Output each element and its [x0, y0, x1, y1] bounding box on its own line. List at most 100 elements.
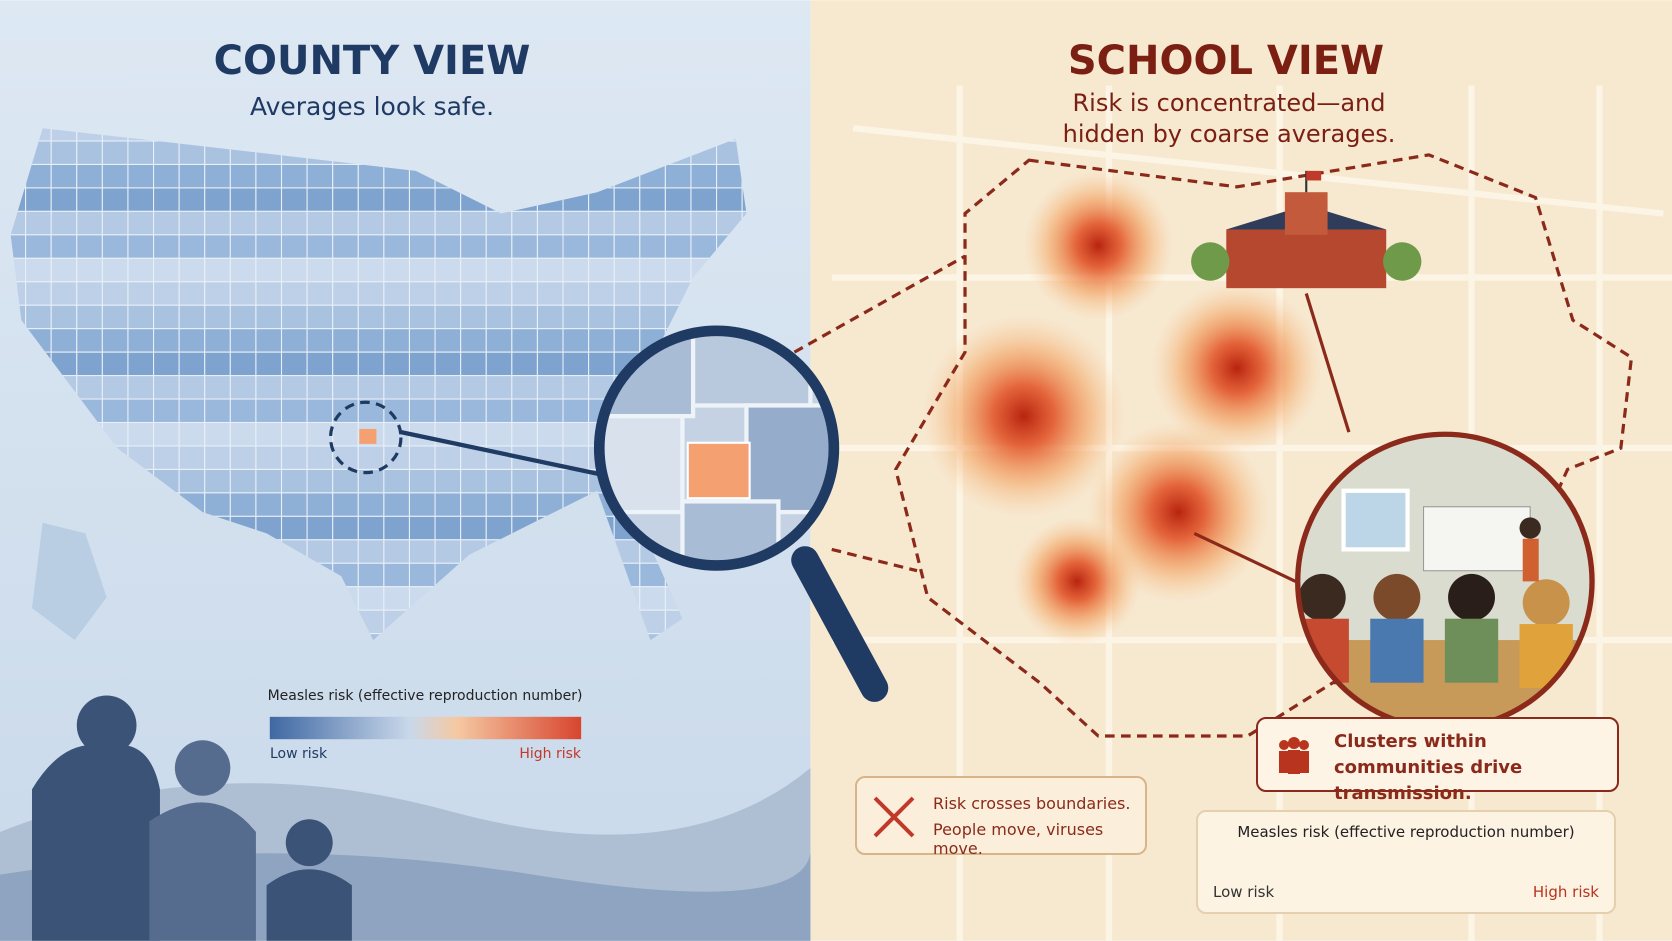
county	[306, 445, 334, 470]
subtitle: Averages look safe.	[249, 92, 495, 121]
county	[332, 304, 359, 330]
county	[460, 351, 487, 377]
county	[460, 492, 487, 517]
county	[485, 421, 513, 447]
county	[280, 281, 308, 306]
county	[306, 210, 334, 236]
county	[50, 210, 78, 236]
county	[255, 328, 283, 353]
county	[25, 234, 52, 259]
county	[613, 187, 641, 212]
county	[408, 328, 436, 353]
county	[178, 421, 206, 447]
county	[25, 187, 52, 212]
county	[280, 515, 308, 541]
county	[664, 257, 692, 283]
county	[178, 210, 206, 236]
county	[153, 351, 180, 377]
county	[127, 140, 155, 165]
county	[229, 234, 257, 259]
county	[664, 187, 692, 212]
county	[408, 210, 436, 236]
county	[306, 515, 334, 541]
county	[101, 281, 129, 306]
county	[280, 398, 308, 424]
county	[383, 375, 411, 400]
county	[408, 515, 436, 541]
county	[178, 398, 206, 424]
county	[153, 328, 180, 353]
county	[434, 539, 462, 564]
county	[332, 210, 359, 236]
county	[332, 328, 359, 353]
county	[153, 304, 180, 330]
county	[562, 257, 590, 283]
county	[153, 398, 180, 424]
county	[306, 234, 334, 259]
county	[408, 562, 436, 588]
county	[255, 210, 283, 236]
county	[204, 468, 231, 494]
county	[536, 304, 564, 330]
county	[127, 257, 155, 283]
heat-map	[922, 170, 1323, 646]
county	[280, 257, 308, 283]
county	[511, 375, 538, 400]
highlight-county	[359, 428, 377, 444]
county	[562, 328, 590, 353]
county	[153, 210, 180, 236]
county	[204, 257, 231, 283]
legend-high: High risk	[1532, 883, 1599, 901]
county	[485, 468, 513, 494]
county	[357, 515, 385, 541]
county	[485, 234, 513, 259]
county	[25, 210, 52, 236]
county	[357, 234, 385, 259]
county	[357, 187, 385, 212]
arrows-icon	[873, 796, 915, 838]
county	[255, 468, 283, 494]
county	[562, 281, 590, 306]
county	[255, 375, 283, 400]
county	[383, 210, 411, 236]
county	[408, 281, 436, 306]
county	[255, 281, 283, 306]
county	[178, 328, 206, 353]
county	[460, 281, 487, 306]
county	[76, 328, 103, 353]
county	[76, 304, 103, 330]
county	[383, 492, 411, 517]
county	[562, 304, 590, 330]
magnifier	[593, 325, 889, 702]
county	[229, 351, 257, 377]
county	[536, 398, 564, 424]
alaska	[31, 522, 107, 641]
county	[153, 375, 180, 400]
county	[511, 234, 538, 259]
county	[434, 445, 462, 470]
title: SCHOOL VIEW	[1067, 38, 1385, 84]
county	[280, 375, 308, 400]
county	[460, 257, 487, 283]
county	[511, 281, 538, 306]
county	[408, 304, 436, 330]
county	[434, 281, 462, 306]
county	[50, 304, 78, 330]
county	[229, 281, 257, 306]
county	[204, 398, 231, 424]
county	[229, 421, 257, 447]
county	[255, 163, 283, 189]
county	[408, 492, 436, 517]
county	[255, 445, 283, 470]
county	[485, 281, 513, 306]
county	[511, 351, 538, 377]
county	[306, 375, 334, 400]
county	[383, 562, 411, 588]
county	[178, 445, 206, 470]
county	[383, 586, 411, 611]
county	[255, 234, 283, 259]
county	[101, 375, 129, 400]
callout: Clusters within communities drive transm…	[1256, 717, 1619, 804]
county	[639, 257, 666, 283]
connector	[400, 430, 603, 477]
